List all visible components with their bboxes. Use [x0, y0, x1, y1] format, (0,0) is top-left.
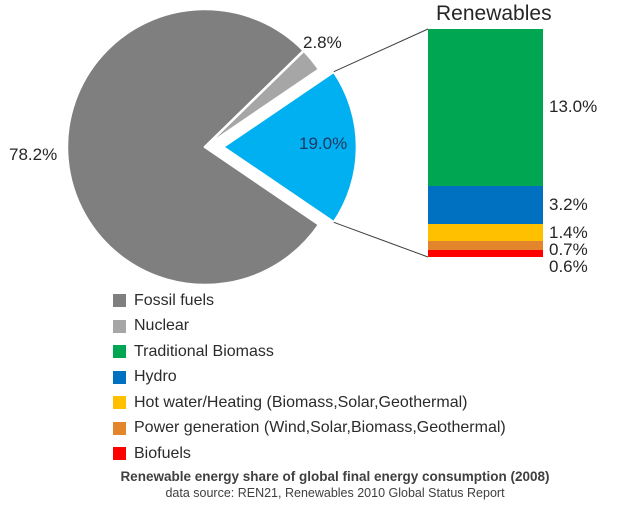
legend-label-hydro: Hydro: [134, 368, 177, 386]
connector-line-top: [333, 28, 429, 73]
bar-segment-hydro: [428, 185, 543, 225]
bar-segment-biofuels: [428, 249, 543, 257]
legend-label-biofuels: Biofuels: [134, 444, 191, 462]
chart-legend: Fossil fuels Nuclear Traditional Biomass Hy…: [113, 288, 506, 467]
legend-swatch-biofuels: [113, 447, 126, 461]
bar-segment-label-power-generation-wind-solar-biomass-geothermal: 0.7%: [549, 240, 588, 260]
connector-line-bottom: [333, 221, 429, 258]
bar-segment-label-biofuels: 0.6%: [549, 257, 588, 277]
chart-caption: Renewable energy share of global final e…: [120, 469, 550, 484]
caption-block: Renewable energy share of global final e…: [50, 468, 620, 501]
pie-slice-renewables: [221, 70, 359, 224]
legend-item-hydro: Hydro: [113, 365, 506, 391]
legend-item-biofuels: Biofuels: [113, 441, 506, 467]
legend-label-traditional-biomass: Traditional Biomass: [134, 342, 274, 360]
legend-swatch-hydro: [113, 370, 126, 384]
legend-label-hot-water-heating-biomass-solar-geothermal: Hot water/Heating (Biomass,Solar,Geother…: [134, 393, 468, 411]
pie-slice-fossil-fuels: [65, 7, 321, 287]
legend-swatch-hot-water-heating-biomass-solar-geothermal: [113, 396, 126, 410]
bar-segment-label-traditional-biomass: 13.0%: [549, 97, 598, 117]
pie-slice-nuclear: [203, 49, 321, 149]
legend-item-nuclear: Nuclear: [113, 314, 506, 340]
legend-item-power-generation-wind-solar-biomass-geothermal: Power generation (Wind,Solar,Biomass,Geo…: [113, 416, 506, 442]
pie-label-fossil-fuels: 78.2%: [9, 145, 58, 164]
pie-label-renewables: 19.0%: [299, 134, 348, 153]
legend-swatch-fossil-fuels: [113, 294, 126, 308]
legend-label-power-generation-wind-solar-biomass-geothermal: Power generation (Wind,Solar,Biomass,Geo…: [134, 419, 506, 437]
legend-item-hot-water-heating-biomass-solar-geothermal: Hot water/Heating (Biomass,Solar,Geother…: [113, 390, 506, 416]
legend-item-fossil-fuels: Fossil fuels: [113, 288, 506, 314]
bar-segment-power-generation-wind-solar-biomass-geothermal: [428, 241, 543, 250]
bar-segment-traditional-biomass: [428, 29, 543, 186]
renewables-stacked-bar: [428, 29, 543, 257]
legend-swatch-traditional-biomass: [113, 345, 126, 359]
pie-label-nuclear: 2.8%: [303, 33, 342, 52]
legend-label-nuclear: Nuclear: [134, 317, 190, 335]
renewables-bar-title: Renewables: [436, 2, 552, 25]
bar-segment-hot-water-heating-biomass-solar-geothermal: [428, 224, 543, 242]
pie-chart: [65, 7, 429, 287]
bar-segment-label-hydro: 3.2%: [549, 195, 588, 215]
legend-item-traditional-biomass: Traditional Biomass: [113, 339, 506, 365]
legend-swatch-nuclear: [113, 319, 126, 333]
chart-source-note: data source: REN21, Renewables 2010 Glob…: [165, 486, 505, 500]
bar-segment-label-hot-water-heating-biomass-solar-geothermal: 1.4%: [549, 222, 588, 242]
legend-swatch-power-generation-wind-solar-biomass-geothermal: [113, 421, 126, 435]
legend-label-fossil-fuels: Fossil fuels: [134, 291, 215, 309]
